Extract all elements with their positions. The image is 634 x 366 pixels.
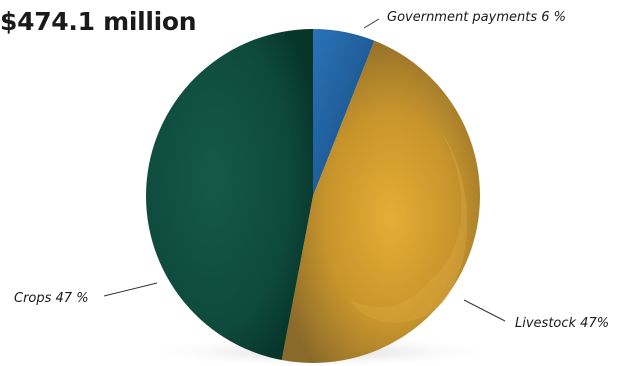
label-government-payments: Government payments 6 % xyxy=(387,10,567,25)
leader-line-government xyxy=(363,18,380,29)
label-crops: Crops 47 % xyxy=(14,291,89,306)
label-livestock: Livestock 47% xyxy=(515,316,610,331)
slice-crops xyxy=(146,29,313,361)
leader-line-crops xyxy=(103,282,158,297)
chart-title: $474.1 million xyxy=(0,7,197,36)
leader-line-livestock xyxy=(463,299,506,322)
livestock-highlight xyxy=(350,130,468,323)
slice-livestock xyxy=(281,40,480,363)
slice-government-payments xyxy=(313,29,375,196)
